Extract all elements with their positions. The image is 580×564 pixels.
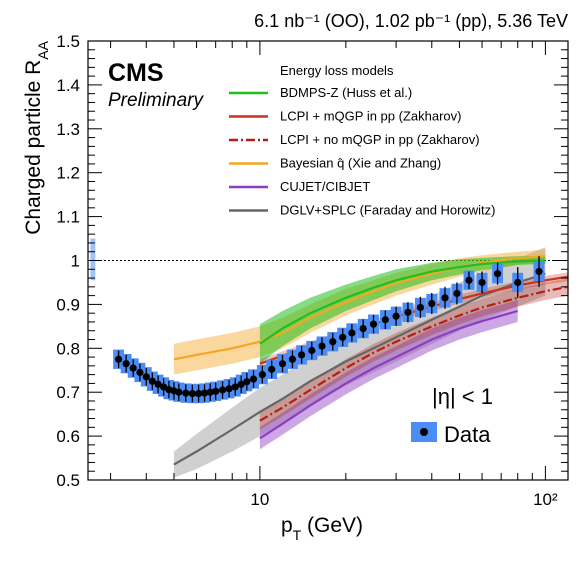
legend: Energy loss models BDMPS-Z (Huss et al.) L… <box>229 63 495 447</box>
eta-cut-label: |η| < 1 <box>432 384 493 409</box>
data-point <box>298 351 306 359</box>
luminosity-label: 6.1 nb⁻¹ (OO), 1.02 pb⁻¹ (pp), 5.36 TeV <box>254 11 568 31</box>
data-point <box>148 377 156 385</box>
data-point <box>308 346 316 355</box>
dglv-splc-faraday-and-horowitz-band <box>173 247 546 478</box>
data-point <box>115 355 123 363</box>
data-point <box>249 375 258 383</box>
cujet-cibjet-line <box>259 309 519 440</box>
data-point <box>231 383 239 391</box>
data-point <box>465 276 473 284</box>
lcpi-no-mqgp-in-pp-zakharov-line <box>259 285 569 422</box>
y-tick-label: 1.2 <box>56 164 80 183</box>
y-tick-label: 0.8 <box>56 339 80 358</box>
data-point <box>404 308 412 316</box>
cujet-cibjet-band <box>259 300 518 450</box>
y-tick-label: 1 <box>71 252 80 271</box>
y-tick-label: 1.1 <box>56 208 80 227</box>
data-point <box>122 360 130 368</box>
legend-label-lcpi-no-mqgp-in-pp-zakharov: LCPI + no mQGP in pp (Zakharov) <box>280 132 480 147</box>
x-tick-label: 10² <box>533 490 558 509</box>
y-tick-label: 0.6 <box>56 427 80 446</box>
y-tick-label: 0.7 <box>56 383 80 402</box>
legend-label-bayesian-q-xie-and-zhang: Bayesian q̂ (Xie and Zhang) <box>280 156 441 171</box>
legend-label-lcpi-mqgp-in-pp-zakharov: LCPI + mQGP in pp (Zakharov) <box>280 109 461 124</box>
data-point <box>268 365 276 373</box>
data-point <box>136 368 144 377</box>
data-point <box>142 373 150 381</box>
data-point <box>129 364 137 372</box>
preliminary-label: Preliminary <box>108 90 205 111</box>
legend-header: Energy loss models <box>280 63 394 78</box>
data-point <box>381 316 389 324</box>
x-axis-title: pT (GeV) <box>281 514 363 543</box>
data-point <box>441 294 449 302</box>
data-point <box>182 389 190 397</box>
data-point <box>453 289 461 298</box>
data-point <box>392 312 400 320</box>
y-tick-label: 0.9 <box>56 295 80 314</box>
data-point <box>514 278 522 287</box>
data-point <box>195 389 203 398</box>
data-point <box>225 385 233 393</box>
legend-swatch-data-point <box>420 428 428 436</box>
plot-area <box>88 238 569 478</box>
legend-label-dglv-splc-faraday-and-horowitz: DGLV+SPLC (Faraday and Horowitz) <box>280 203 495 218</box>
x-tick-label: 10 <box>250 490 269 509</box>
data-point <box>278 360 287 368</box>
data-point <box>258 371 266 379</box>
y-tick-label: 0.5 <box>56 471 80 490</box>
cms-label: CMS <box>108 59 164 87</box>
data-point <box>206 388 214 396</box>
data-point <box>478 278 486 287</box>
data-point <box>288 355 297 363</box>
y-tick-label: 1.5 <box>56 32 80 51</box>
data-point <box>359 324 367 333</box>
data-point <box>243 378 251 386</box>
data-point <box>416 303 425 312</box>
dglv-splc-faraday-and-horowitz-line <box>173 272 546 466</box>
data-point <box>200 389 209 397</box>
data-point <box>218 386 227 394</box>
normalization-uncertainty-box <box>90 238 96 281</box>
data-point <box>175 388 183 396</box>
data-point <box>339 333 347 341</box>
data-point <box>535 267 543 276</box>
y-tick-label: 1.3 <box>56 120 80 139</box>
data-point <box>188 389 196 398</box>
data-point <box>237 380 245 388</box>
data-point <box>212 387 220 395</box>
bdmps-z-huss-et-al-line <box>259 259 546 345</box>
y-tick-label: 1.4 <box>56 76 80 95</box>
legend-label-cujet-cibjet: CUJET/CIBJET <box>280 179 370 194</box>
legend-label-data: Data <box>444 422 491 447</box>
axes: 0.5 0.6 0.7 0.8 0.9 1 1.1 1.2 1.3 1.4 1.5 10 10² <box>56 32 568 509</box>
data-point <box>154 380 162 388</box>
data-point <box>318 342 326 350</box>
data-point <box>348 329 356 337</box>
y-axis-title: Charged particle RAA <box>22 40 51 234</box>
data-point <box>493 270 502 278</box>
data-point <box>329 338 337 346</box>
legend-label-bdmps-z-huss-et-al: BDMPS-Z (Huss et al.) <box>280 85 412 100</box>
data-point <box>369 320 378 328</box>
data-point <box>428 299 436 308</box>
